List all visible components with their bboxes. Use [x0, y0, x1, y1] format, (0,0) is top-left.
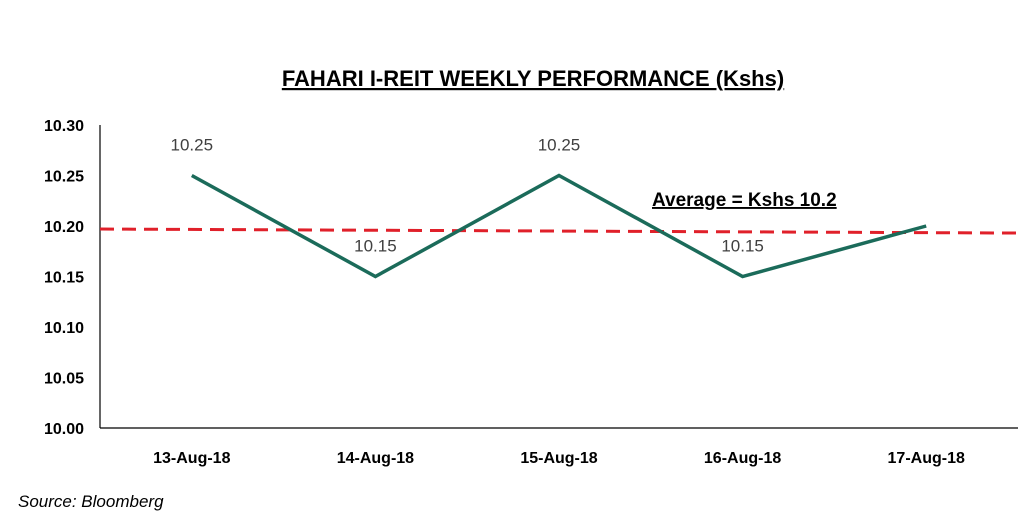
- y-axis-ticks: 10.00 10.05 10.10 10.15 10.20 10.25 10.30: [44, 118, 84, 438]
- y-tick-label: 10.15: [44, 270, 84, 287]
- average-label: Average = Kshs 10.2: [652, 190, 837, 211]
- x-tick-label: 17-Aug-18: [888, 450, 965, 467]
- data-labels: 10.25 10.15 10.25 10.15: [171, 136, 764, 256]
- series-line: [190, 173, 927, 279]
- y-tick-label: 10.00: [44, 421, 84, 438]
- average-line: [99, 227, 1019, 235]
- y-tick-label: 10.10: [44, 320, 84, 337]
- y-tick-label: 10.05: [44, 371, 84, 388]
- chart-title: FAHARI I-REIT WEEKLY PERFORMANCE (Kshs): [282, 66, 784, 91]
- x-tick-label: 13-Aug-18: [153, 450, 230, 467]
- data-label: 10.25: [171, 136, 214, 155]
- source-note: Source: Bloomberg: [18, 492, 164, 511]
- y-tick-label: 10.30: [44, 118, 84, 135]
- y-tick-label: 10.25: [44, 169, 84, 186]
- data-label: 10.25: [538, 136, 581, 155]
- y-tick-label: 10.20: [44, 219, 84, 236]
- data-label: 10.15: [354, 237, 397, 256]
- x-tick-label: 15-Aug-18: [520, 450, 597, 467]
- data-label: 10.15: [721, 237, 764, 256]
- x-axis-ticks: 13-Aug-18 14-Aug-18 15-Aug-18 16-Aug-18 17-A…: [153, 450, 965, 467]
- x-tick-label: 16-Aug-18: [704, 450, 781, 467]
- x-tick-label: 14-Aug-18: [337, 450, 414, 467]
